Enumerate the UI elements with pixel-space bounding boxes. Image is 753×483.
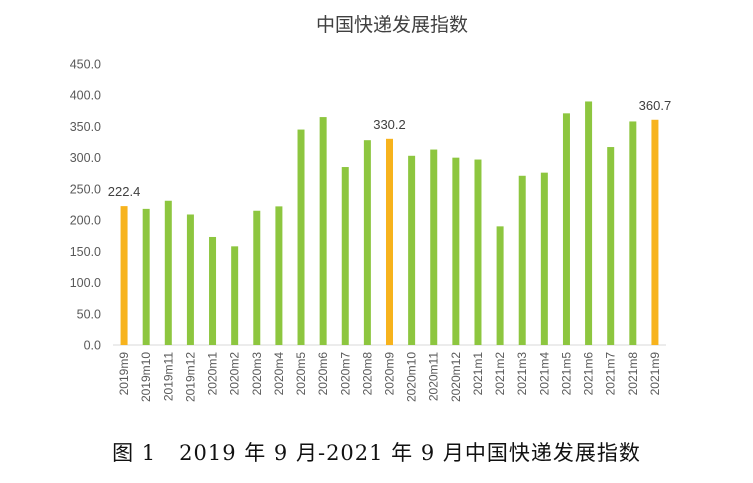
chart: 中国快递发展指数 0.0 50.0 100.0 150.0 200.0 250.0 300.…	[70, 14, 671, 402]
y-tick-label: 150.0	[70, 245, 101, 259]
bar-2020m1	[209, 236, 217, 345]
x-tick-label: 2021m1	[471, 352, 485, 396]
bar-2021m7	[607, 147, 615, 345]
x-tick-label: 2019m9	[117, 352, 131, 396]
x-tick-label: 2020m9	[383, 352, 397, 396]
bar-2020m10	[408, 155, 416, 345]
x-tick-label: 2020m8	[360, 352, 374, 396]
x-tick-label: 2020m4	[272, 352, 286, 396]
bar-2020m4	[275, 206, 283, 345]
x-tick-label: 2020m2	[228, 352, 242, 396]
bar-2020m7	[341, 167, 349, 345]
x-tick-label: 2020m1	[206, 352, 220, 396]
figure-caption: 图 1 2019 年 9 月-2021 年 9 月中国快递发展指数	[112, 441, 641, 465]
x-axis-ticks: 2019m9 2019m10 2019m11 2019m12 2020m1 2020m2 2…	[117, 352, 662, 402]
bar-2020m3	[253, 210, 261, 345]
data-labels: 222.4 330.2 360.7	[108, 98, 671, 199]
x-tick-label: 2020m6	[316, 352, 330, 396]
y-axis-ticks: 0.0 50.0 100.0 150.0 200.0 250.0 300.0 350.0 400…	[70, 58, 101, 353]
x-tick-label: 2021m7	[604, 352, 618, 396]
bar-2021m8	[629, 121, 637, 346]
bar-2021m2	[496, 226, 504, 345]
x-tick-label: 2021m2	[493, 352, 507, 396]
data-label-2020m9: 330.2	[373, 117, 406, 132]
y-tick-label: 250.0	[70, 182, 101, 196]
bar-2021m1	[474, 159, 482, 345]
bar-2020m8	[363, 140, 371, 345]
x-tick-label: 2021m4	[537, 352, 551, 396]
bars	[120, 101, 659, 346]
y-tick-label: 200.0	[70, 214, 101, 228]
y-tick-label: 100.0	[70, 276, 101, 290]
bar-2020m6	[319, 117, 327, 345]
y-tick-label: 350.0	[70, 120, 101, 134]
bar-2020m5	[297, 129, 305, 345]
y-tick-label: 300.0	[70, 151, 101, 165]
y-tick-label: 0.0	[84, 339, 101, 353]
x-tick-label: 2021m5	[559, 352, 573, 396]
x-tick-label: 2021m3	[515, 352, 529, 396]
bar-2021m5	[562, 113, 570, 345]
y-tick-label: 50.0	[77, 307, 101, 321]
bar-2020m11	[430, 149, 438, 345]
y-tick-label: 450.0	[70, 58, 101, 72]
bar-2021m6	[585, 101, 593, 345]
x-tick-label: 2020m5	[294, 352, 308, 396]
bar-2020m9	[386, 138, 393, 345]
bar-2021m4	[540, 172, 548, 345]
x-tick-label: 2020m12	[449, 352, 463, 402]
bar-2019m9	[120, 206, 128, 345]
x-tick-label: 2019m11	[161, 352, 175, 401]
bar-2021m9	[651, 119, 659, 346]
y-tick-label: 400.0	[70, 89, 101, 103]
x-tick-label: 2019m12	[183, 352, 197, 402]
x-tick-label: 2020m7	[338, 352, 352, 396]
bar-2019m10	[142, 208, 150, 345]
data-label-2021m9: 360.7	[639, 98, 672, 113]
x-tick-label: 2020m11	[427, 352, 441, 401]
x-tick-label: 2021m6	[582, 352, 596, 396]
x-tick-label: 2021m8	[626, 352, 640, 396]
bar-2020m12	[452, 157, 460, 345]
x-tick-label: 2019m10	[139, 352, 153, 402]
bar-2021m3	[518, 175, 526, 345]
chart-title: 中国快递发展指数	[316, 14, 468, 36]
bar-2019m12	[186, 214, 194, 345]
bar-2019m11	[164, 200, 172, 345]
data-label-2019m9: 222.4	[108, 184, 141, 199]
x-tick-label: 2021m9	[648, 352, 662, 396]
bar-2020m2	[231, 246, 239, 345]
x-tick-label: 2020m3	[250, 352, 264, 396]
x-tick-label: 2020m10	[405, 352, 419, 402]
